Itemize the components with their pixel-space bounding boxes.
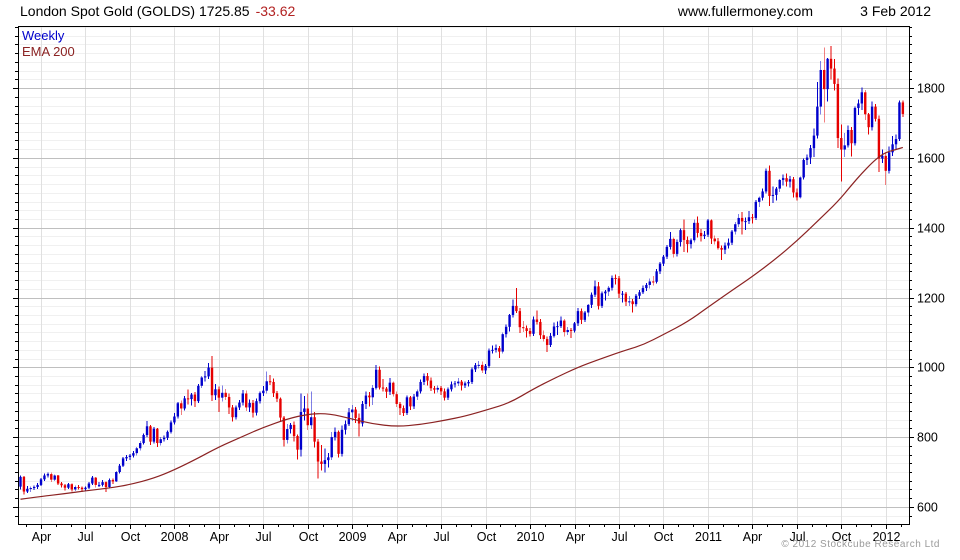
chart-header: London Spot Gold (GOLDS) 1725.85 -33.62 w… — [0, 3, 960, 23]
svg-text:1200: 1200 — [917, 292, 945, 306]
svg-text:2009: 2009 — [339, 530, 367, 544]
svg-text:Apr: Apr — [566, 530, 585, 544]
site-url[interactable]: www.fullermoney.com — [677, 3, 813, 19]
legend-ema-200: EMA 200 — [22, 44, 75, 59]
svg-text:1400: 1400 — [917, 222, 945, 236]
svg-text:1800: 1800 — [917, 82, 945, 96]
svg-text:2011: 2011 — [695, 530, 722, 544]
svg-text:Oct: Oct — [477, 530, 497, 544]
svg-text:1000: 1000 — [917, 361, 945, 375]
svg-text:Jul: Jul — [434, 530, 450, 544]
svg-text:2008: 2008 — [161, 530, 189, 544]
chart-title: London Spot Gold (GOLDS) 1725.85 — [20, 3, 250, 19]
svg-text:Apr: Apr — [388, 530, 407, 544]
svg-text:Oct: Oct — [654, 530, 674, 544]
legend-timeframe: Weekly — [22, 28, 65, 43]
svg-text:Jul: Jul — [790, 530, 806, 544]
svg-text:Oct: Oct — [121, 530, 141, 544]
copyright-notice: © 2012 Stockcube Research Ltd — [781, 539, 940, 550]
price-change: -33.62 — [255, 3, 296, 19]
chart-date: 3 Feb 2012 — [860, 3, 931, 19]
svg-text:Apr: Apr — [210, 530, 229, 544]
svg-text:600: 600 — [917, 501, 938, 515]
svg-text:Oct: Oct — [299, 530, 319, 544]
svg-text:Apr: Apr — [743, 530, 762, 544]
svg-text:Apr: Apr — [32, 530, 51, 544]
svg-text:Oct: Oct — [832, 530, 852, 544]
svg-text:2012: 2012 — [873, 530, 901, 544]
title-block: London Spot Gold (GOLDS) 1725.85 -33.62 — [20, 3, 295, 19]
svg-text:Jul: Jul — [78, 530, 94, 544]
svg-text:Jul: Jul — [256, 530, 272, 544]
svg-text:Jul: Jul — [612, 530, 628, 544]
svg-text:2010: 2010 — [517, 530, 545, 544]
svg-text:800: 800 — [917, 431, 938, 445]
svg-text:1600: 1600 — [917, 152, 945, 166]
